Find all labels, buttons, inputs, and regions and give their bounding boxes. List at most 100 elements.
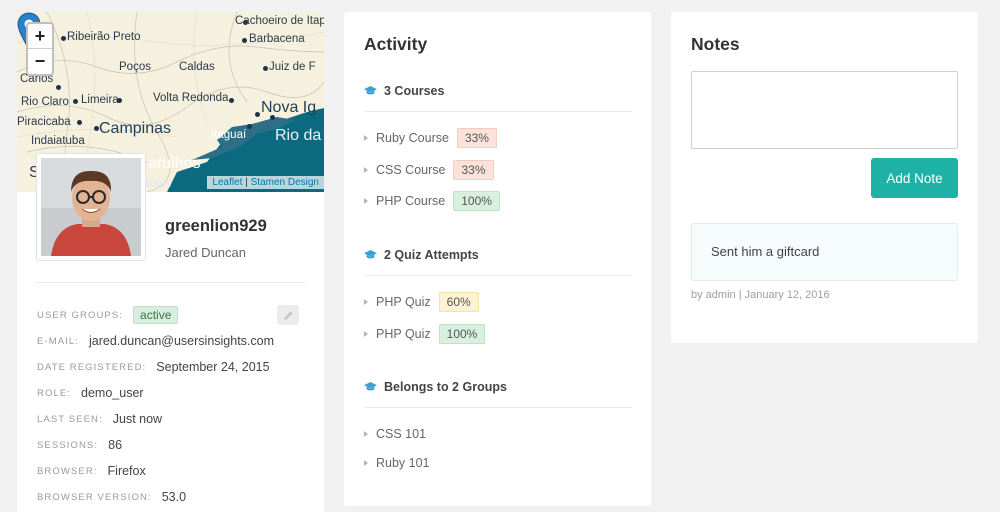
date-registered-value: September 24, 2015: [156, 360, 270, 374]
map-zoom-control: + −: [26, 22, 54, 76]
map-label-sao-carlos: Carlos: [20, 73, 54, 85]
user-profile-card: Cachoeiro de Itap Ribeirão Preto Barbace…: [17, 12, 324, 512]
map-dot: [61, 36, 66, 41]
map-dot: [56, 85, 61, 90]
map-label-juiz-de-fora: Juiz de F: [269, 61, 316, 73]
map-dot: [243, 20, 248, 25]
field-browser-version: Browser version: 53.0: [37, 487, 186, 507]
map-label-ribeirao-preto: Ribeirão Preto: [67, 31, 141, 43]
bullet-arrow-icon: [364, 299, 368, 305]
group-badge-active[interactable]: active: [133, 306, 179, 324]
group-link[interactable]: CSS 101: [376, 427, 427, 441]
map-dot: [247, 124, 252, 129]
note-date: January 12, 2016: [744, 289, 830, 301]
map-label-indaiatuba: Indaiatuba: [31, 135, 85, 147]
map-dot: [263, 66, 268, 71]
edit-groups-button[interactable]: [277, 305, 299, 325]
course-link[interactable]: Ruby Course: [376, 131, 449, 145]
section-heading: Belongs to 2 Groups: [384, 380, 507, 394]
activity-title: Activity: [364, 34, 428, 54]
course-link[interactable]: PHP Course: [376, 194, 446, 208]
section-heading: 2 Quiz Attempts: [384, 248, 479, 262]
bullet-arrow-icon: [364, 431, 368, 437]
map-label-pocos: Poços: [119, 61, 151, 73]
zoom-out-button[interactable]: −: [34, 51, 46, 71]
group-item: Ruby 101: [364, 452, 430, 474]
group-link[interactable]: Ruby 101: [376, 456, 430, 470]
course-item: PHP Course 100%: [364, 190, 500, 212]
note-meta: by admin | January 12, 2016: [691, 289, 830, 301]
field-label: Sessions:: [37, 439, 99, 451]
map-label-santos: antos: [143, 178, 172, 190]
field-user-groups: User Groups: active: [37, 305, 179, 325]
map-label-sao-paulo: S: [29, 164, 40, 181]
group-item: CSS 101: [364, 423, 426, 445]
map-dot: [255, 112, 260, 117]
profile-full-name: Jared Duncan: [165, 245, 246, 260]
section-groups: Belongs to 2 Groups: [364, 380, 632, 408]
attribution-separator: |: [245, 177, 248, 188]
map-label-rio-claro: Rio Claro: [21, 96, 69, 108]
sessions-value: 86: [108, 438, 123, 452]
quiz-item: PHP Quiz 100%: [364, 323, 486, 345]
field-sessions: Sessions: 86: [37, 435, 122, 455]
field-label: Last seen:: [37, 413, 103, 425]
leaflet-link[interactable]: Leaflet: [212, 177, 243, 188]
bullet-arrow-icon: [364, 167, 368, 173]
bullet-arrow-icon: [364, 460, 368, 466]
profile-username: greenlion929: [165, 217, 267, 235]
map-label-barbacena: Barbacena: [249, 33, 305, 45]
note-author: by admin: [691, 289, 736, 301]
field-label: Role:: [37, 387, 72, 399]
quiz-link[interactable]: PHP Quiz: [376, 295, 431, 309]
map-dot: [94, 126, 99, 131]
field-date-registered: Date registered: September 24, 2015: [37, 357, 270, 377]
map-dot: [73, 99, 78, 104]
progress-badge: 33%: [456, 128, 497, 148]
field-last-seen: Last seen: Just now: [37, 409, 162, 429]
note-text: Sent him a giftcard: [711, 244, 820, 259]
email-value: jared.duncan@usersinsights.com: [89, 334, 275, 348]
role-value: demo_user: [81, 386, 144, 400]
note-textarea[interactable]: [691, 71, 958, 149]
note-entry: Sent him a giftcard: [691, 223, 958, 281]
add-note-button[interactable]: Add Note: [871, 158, 958, 198]
field-role: Role: demo_user: [37, 383, 144, 403]
field-label: Browser:: [37, 465, 98, 477]
avatar-photo: [41, 158, 141, 256]
graduation-cap-icon: [364, 250, 377, 259]
location-map[interactable]: Cachoeiro de Itap Ribeirão Preto Barbace…: [17, 12, 324, 192]
notes-title: Notes: [691, 34, 740, 54]
section-quiz-attempts: 2 Quiz Attempts: [364, 248, 632, 276]
section-courses: 3 Courses: [364, 84, 632, 112]
browser-value: Firefox: [107, 464, 146, 478]
map-dot: [242, 38, 247, 43]
map-label-campinas: Campinas: [99, 120, 172, 137]
score-badge: 60%: [438, 292, 479, 312]
map-dot: [77, 120, 82, 125]
progress-badge: 100%: [453, 191, 500, 211]
course-item: CSS Course 33%: [364, 159, 494, 181]
map-label-guarulhos: arulhos: [148, 155, 201, 172]
map-label-piracicaba: Piracicaba: [17, 116, 71, 128]
last-seen-value: Just now: [112, 412, 163, 426]
profile-divider: [36, 282, 305, 283]
field-label: Browser version:: [37, 491, 152, 503]
bullet-arrow-icon: [364, 135, 368, 141]
map-label-nova-iguacu: Nova Ig: [261, 99, 317, 116]
stamen-link[interactable]: Stamen Design: [250, 177, 319, 188]
field-email: E-mail: jared.duncan@usersinsights.com: [37, 331, 274, 351]
browser-version-value: 53.0: [161, 490, 187, 504]
field-browser: Browser: Firefox: [37, 461, 146, 481]
zoom-in-button[interactable]: +: [28, 24, 52, 49]
field-label: Date registered:: [37, 361, 147, 373]
course-link[interactable]: CSS Course: [376, 163, 446, 177]
graduation-cap-icon: [364, 382, 377, 391]
map-label-itaguai: Itaguaí: [211, 129, 247, 141]
map-attribution: Leaflet | Stamen Design: [207, 176, 324, 189]
map-label-rio-de-janeiro: Rio da: [275, 127, 322, 144]
field-label: E-mail:: [37, 335, 80, 347]
map-terrain: [17, 12, 324, 192]
map-label-limeira: Limeira: [81, 94, 119, 106]
quiz-link[interactable]: PHP Quiz: [376, 327, 431, 341]
